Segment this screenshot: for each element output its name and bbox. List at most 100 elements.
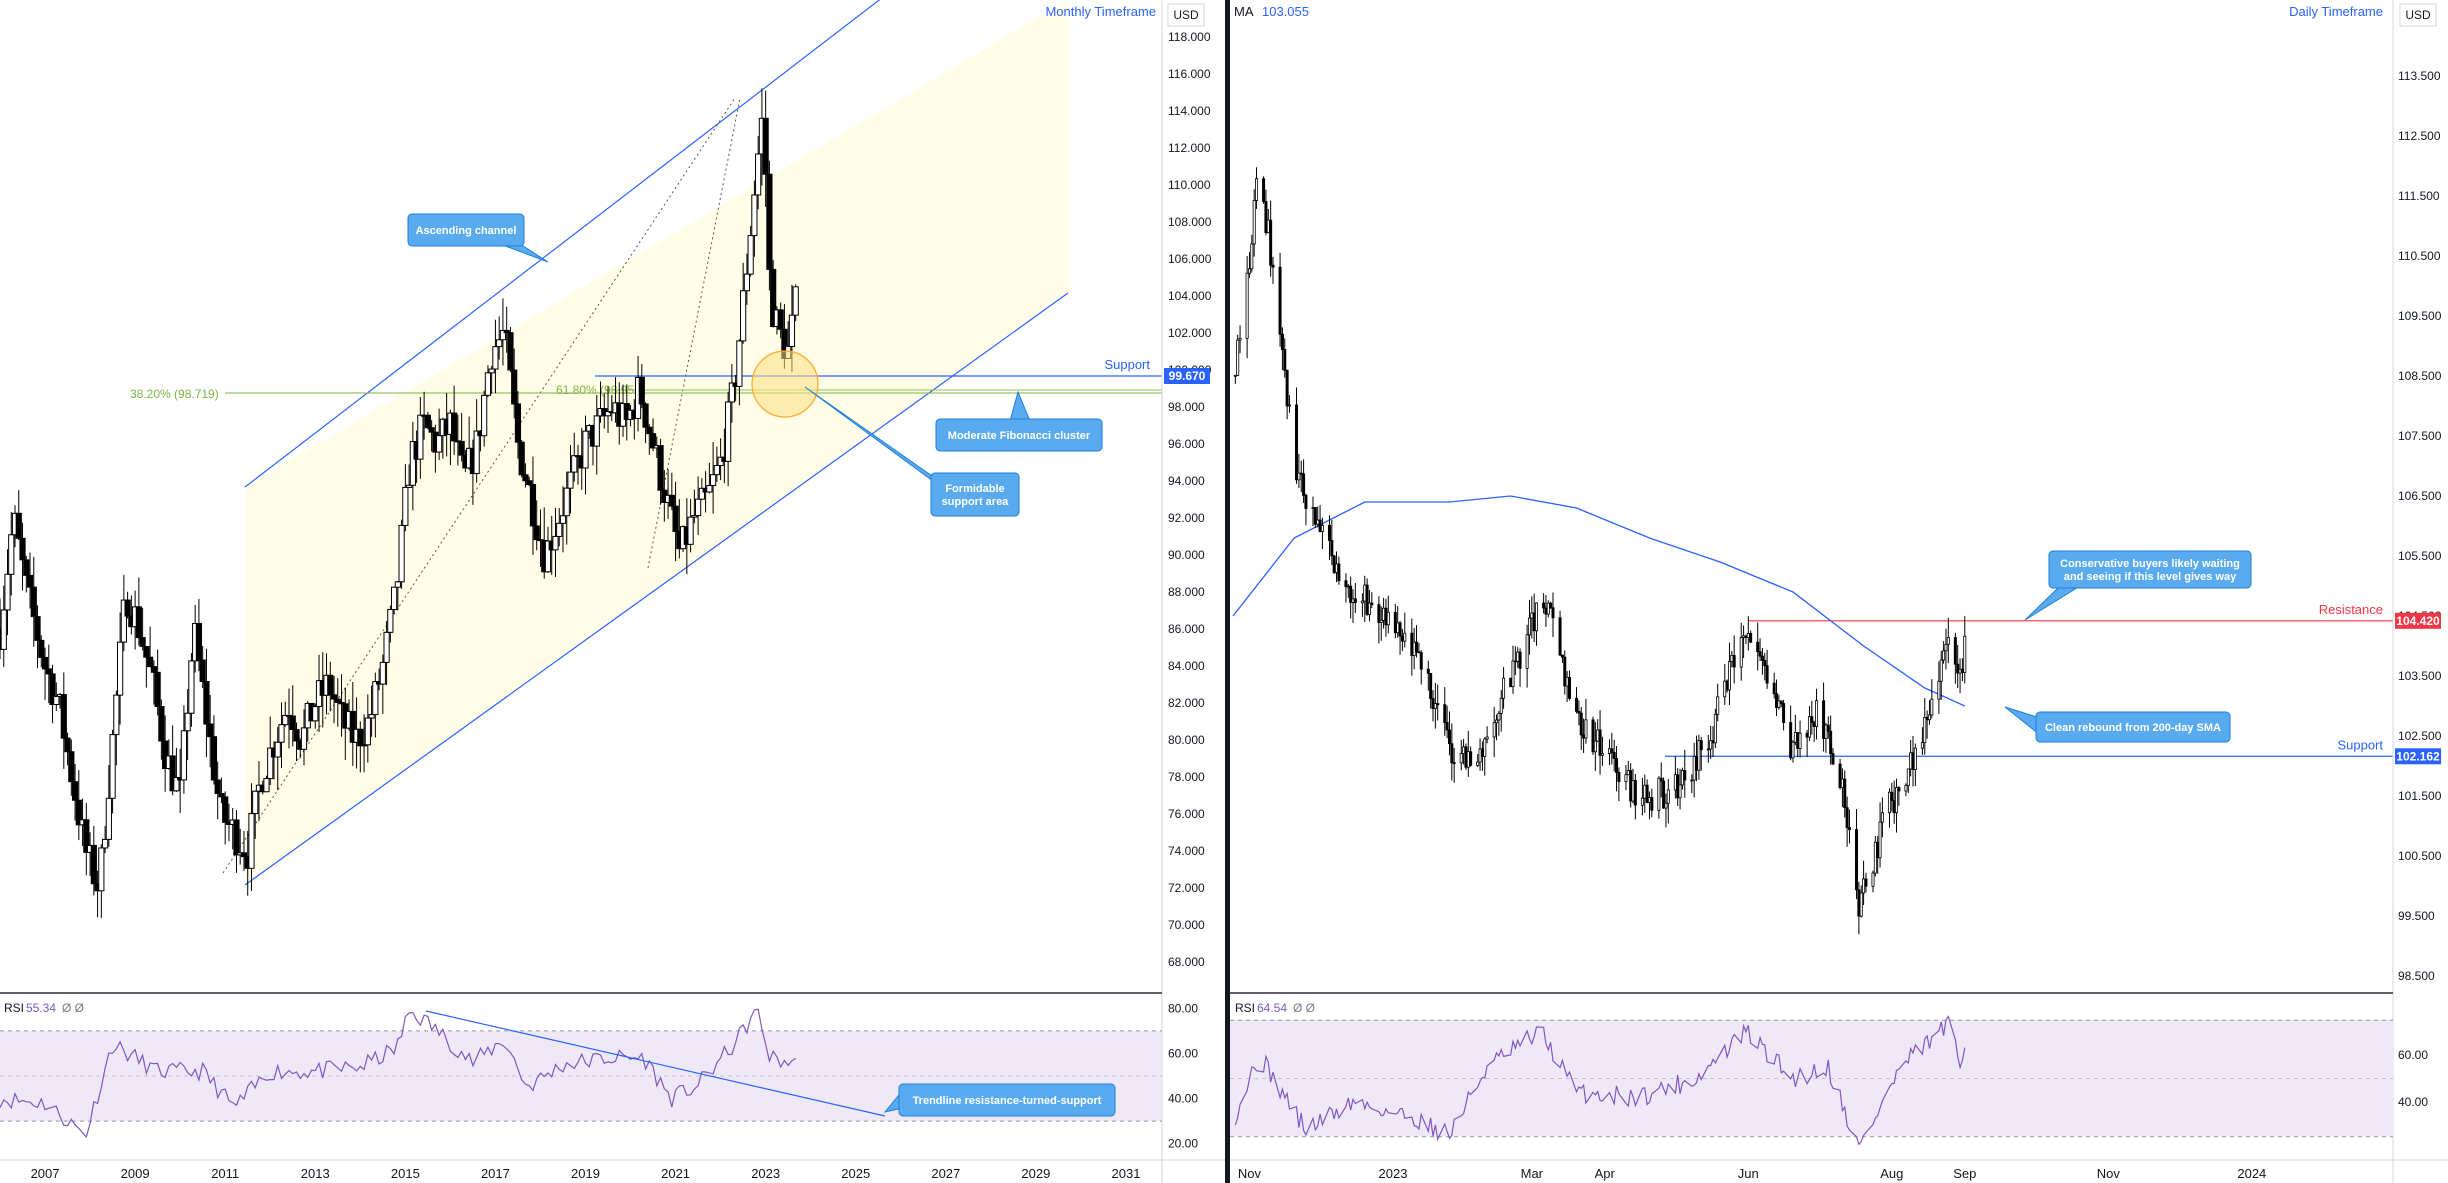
monthly-candle	[473, 399, 480, 483]
candle-body	[1398, 622, 1402, 637]
candle-body	[1551, 607, 1555, 619]
monthly-candle	[567, 445, 574, 514]
monthly-candle	[4, 549, 11, 636]
candle-body	[1624, 774, 1628, 782]
candle-body	[278, 724, 285, 743]
right-timeframe-label: Daily Timeframe	[2289, 4, 2383, 19]
daily-candle	[1318, 504, 1322, 533]
daily-candle	[1330, 519, 1334, 566]
daily-candle	[1525, 624, 1529, 688]
daily-candle	[1382, 597, 1386, 629]
daily-candle	[1367, 590, 1371, 622]
callout-ascending-channel: Ascending channel	[407, 213, 549, 263]
candle-body	[162, 740, 169, 769]
left-ytick-label: 70.000	[1168, 918, 1205, 932]
candle-body	[1775, 693, 1779, 708]
left-ytick-label: 96.000	[1168, 437, 1205, 451]
candle-body	[1483, 738, 1487, 757]
candle-body	[349, 710, 356, 743]
support-highlight-circle	[751, 350, 819, 418]
candle-body	[0, 609, 7, 650]
monthly-candle	[436, 408, 443, 461]
monthly-candle	[368, 685, 375, 737]
candle-body	[1612, 752, 1616, 759]
candle-body	[1415, 641, 1419, 653]
candle-body	[740, 290, 747, 342]
candle-body	[1542, 602, 1546, 609]
candle-body	[214, 779, 221, 795]
daily-candle	[1810, 700, 1814, 735]
callout-text: Moderate Fibonacci cluster	[948, 430, 1091, 442]
candle-body	[706, 485, 713, 493]
right-xtick-label: Aug	[1880, 1166, 1903, 1181]
candle-body	[1452, 762, 1456, 765]
candle-body	[563, 487, 570, 517]
left-currency-label[interactable]: USD	[1173, 8, 1199, 22]
right-currency-label[interactable]: USD	[2405, 8, 2431, 22]
candle-body	[173, 777, 180, 792]
right-rsi-tick: 40.00	[2398, 1095, 2428, 1109]
candle-body	[1711, 740, 1715, 744]
candle-body	[1577, 710, 1581, 714]
right-ytick-label: 100.500	[2398, 849, 2442, 863]
daily-candle	[1906, 768, 1910, 794]
candle-body	[1960, 668, 1964, 673]
daily-candle	[1824, 722, 1828, 753]
left-rsi-tick: 60.00	[1168, 1046, 1198, 1060]
candle-body	[777, 309, 784, 330]
daily-candle	[1332, 554, 1336, 575]
left-xtick-label: 2019	[571, 1166, 600, 1181]
candle-body	[1758, 651, 1762, 657]
daily-candle	[1492, 706, 1496, 758]
candle-body	[75, 799, 82, 826]
candle-body	[45, 668, 52, 675]
rsi-trendline[interactable]	[425, 1010, 886, 1117]
left-ytick-label: 80.000	[1168, 733, 1205, 747]
daily-candle	[1843, 770, 1847, 818]
candle-body	[436, 435, 443, 453]
candle-body	[406, 484, 413, 488]
candle-body	[1826, 724, 1830, 732]
candle-body	[514, 403, 522, 443]
monthly-candle	[75, 770, 82, 841]
candle-body	[638, 376, 645, 405]
monthly-candle	[45, 644, 52, 704]
left-currency-box	[1167, 3, 1205, 27]
right-xtick-label: Mar	[1521, 1166, 1544, 1181]
daily-candle	[1415, 625, 1419, 658]
candle-body	[1763, 660, 1767, 667]
candle-body	[1855, 829, 1859, 891]
monthly-candle	[173, 747, 180, 793]
daily-candle	[1567, 670, 1571, 701]
candle-body	[338, 701, 345, 705]
daily-candle	[1295, 387, 1299, 484]
candle-body	[492, 346, 499, 370]
candle-body	[1318, 519, 1322, 532]
daily-candle	[1744, 634, 1748, 644]
channel-upper-line[interactable]	[244, 0, 1068, 488]
candle-body	[1746, 633, 1750, 638]
candle-body	[698, 487, 705, 500]
monthly-candle	[135, 577, 142, 646]
candle-body	[1316, 519, 1320, 525]
right-ytick-label: 111.500	[2398, 189, 2440, 203]
daily-candle	[1535, 602, 1539, 646]
daily-candle	[1560, 654, 1564, 664]
monthly-candle	[514, 391, 522, 459]
daily-candle	[1923, 698, 1927, 755]
daily-candle	[1782, 699, 1786, 731]
daily-candle	[1610, 732, 1614, 765]
daily-candle	[1633, 773, 1637, 820]
channel-lower-line[interactable]	[244, 292, 1069, 886]
monthly-candle	[398, 519, 405, 589]
candle-body	[83, 819, 90, 853]
daily-candle	[1476, 754, 1480, 768]
candle-body	[1772, 682, 1776, 695]
left-ytick-label: 118.000	[1168, 30, 1211, 44]
candle-body	[1412, 641, 1416, 656]
candle-body	[1925, 717, 1929, 721]
candle-body	[1403, 632, 1407, 642]
candle-body	[582, 430, 589, 469]
daily-candle	[1760, 648, 1764, 675]
